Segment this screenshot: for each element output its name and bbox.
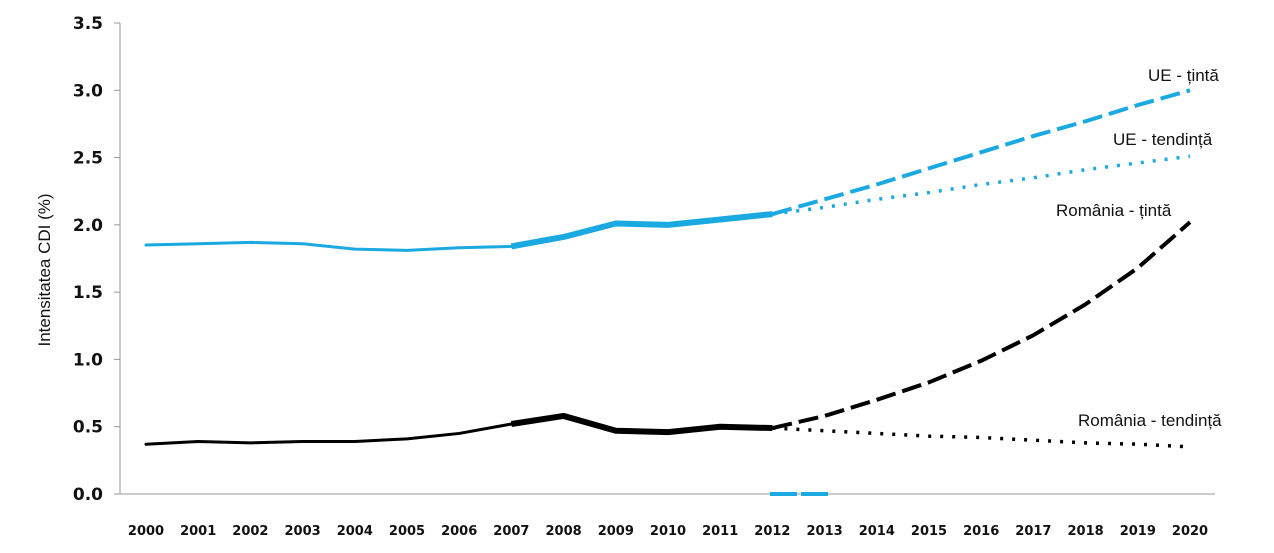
- x-tick-label: 2018: [1068, 524, 1104, 539]
- y-tick-label: 2.0: [73, 216, 103, 236]
- series-emphasis-eu-actual: [510, 211, 773, 250]
- x-tick-label: 2013: [807, 524, 843, 539]
- label-eu-trend: UE - tendință: [1113, 130, 1213, 149]
- y-tick-label: 0.0: [73, 485, 103, 505]
- series-line-eu-target: [771, 88, 1191, 217]
- x-tick-label: 2005: [389, 524, 425, 539]
- y-tick-label: 0.5: [73, 418, 103, 438]
- x-tick-label: 2016: [963, 524, 999, 539]
- label-ro-trend: România - tendință: [1078, 411, 1222, 430]
- x-tick-label: 2015: [911, 524, 947, 539]
- x-tick-label: 2014: [859, 524, 895, 539]
- y-axis-label: Intensitatea CDI (%): [35, 193, 54, 346]
- x-tick-label: 2002: [232, 524, 268, 539]
- x-tick-label: 2009: [598, 524, 634, 539]
- x-tick-label: 2004: [337, 524, 373, 539]
- x-tick-label: 2010: [650, 524, 686, 539]
- series-line-eu-actual: [144, 212, 774, 252]
- x-tick-label: 2007: [493, 524, 529, 539]
- x-tick-label: 2019: [1120, 524, 1156, 539]
- series-labels: UE - țintă UE - tendință România - țintă…: [1056, 66, 1222, 430]
- x-tick-label: 2000: [128, 524, 164, 539]
- x-tick-label: 2012: [754, 524, 790, 539]
- x-tick-label: 2001: [180, 524, 216, 539]
- y-tick-label: 3.0: [73, 81, 103, 101]
- x-tick-label: 2011: [702, 524, 738, 539]
- x-tick-label: 2017: [1015, 524, 1051, 539]
- y-tick-labels: 0.0 0.5 1.0 1.5 2.0 2.5 3.0 3.5: [73, 14, 120, 505]
- series-lines: [144, 88, 1192, 449]
- series-line-ro-target: [771, 220, 1192, 431]
- x-tick-label: 2006: [441, 524, 477, 539]
- y-tick-label: 1.0: [73, 350, 103, 370]
- x-tick-label: 2008: [546, 524, 582, 539]
- label-eu-target: UE - țintă: [1148, 66, 1219, 85]
- x-tick-labels: 2000 2001 2002 2003 2004 2005 2006 2007 2008 2009…: [128, 524, 1208, 539]
- y-tick-label: 2.5: [73, 149, 103, 169]
- x-tick-label: 2020: [1172, 524, 1208, 539]
- y-tick-label: 3.5: [73, 14, 103, 34]
- series-emphasis-ro-actual: [510, 412, 773, 436]
- axes: [119, 23, 1215, 495]
- label-ro-target: România - țintă: [1056, 201, 1172, 220]
- x-tick-label: 2003: [285, 524, 321, 539]
- series-line-ro-trend: [772, 426, 1191, 449]
- y-tick-label: 1.5: [73, 283, 103, 303]
